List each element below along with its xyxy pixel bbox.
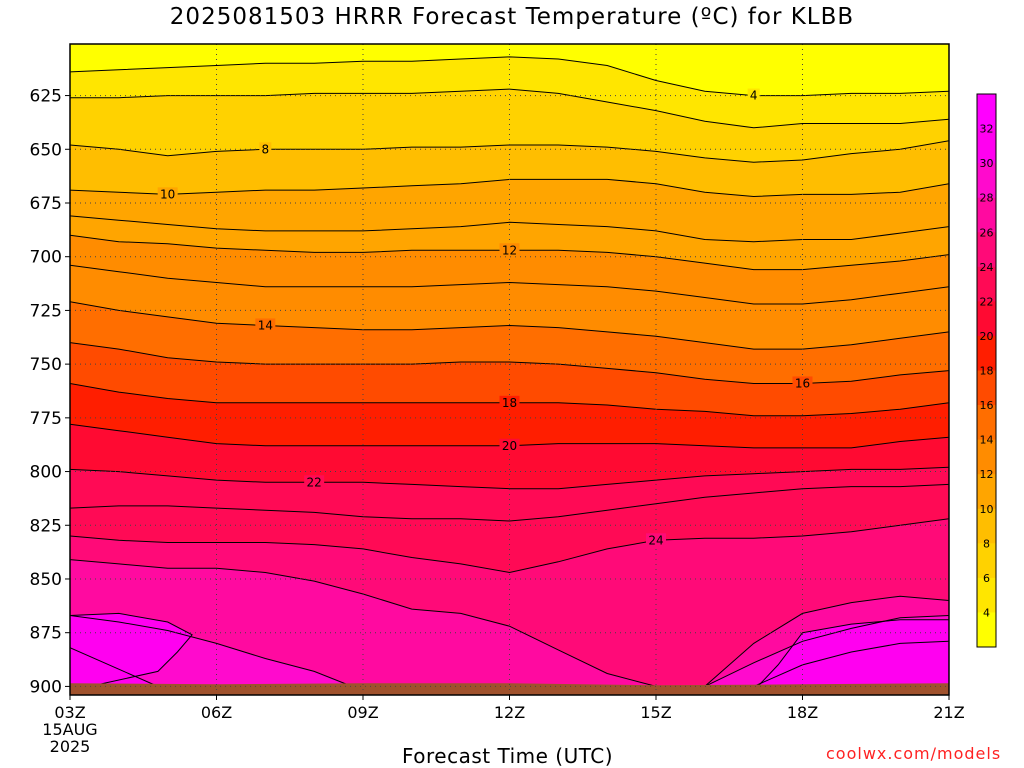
- xtick-label-21Z: 21Z: [933, 703, 964, 722]
- colorbar-swatch-8: [977, 508, 996, 544]
- xtick-label-18Z: 18Z: [787, 703, 818, 722]
- ytick-label-900: 900: [30, 677, 62, 697]
- colorbar-swatch-30: [977, 128, 996, 164]
- xtick-label-12Z: 12Z: [494, 703, 525, 722]
- ytick-label-750: 750: [30, 355, 62, 375]
- ytick-label-800: 800: [30, 463, 62, 483]
- ytick-label-725: 725: [30, 301, 62, 321]
- x-axis-label: Forecast Time (UTC): [402, 744, 614, 768]
- contour-label-22: 22: [307, 475, 322, 489]
- ytick-label-650: 650: [30, 140, 62, 160]
- contour-label-16: 16: [795, 376, 810, 390]
- ytick-label-850: 850: [30, 570, 62, 590]
- band-fill-26: [70, 559, 949, 695]
- colorbar-swatch-20: [977, 301, 996, 337]
- contour-label-14: 14: [258, 318, 273, 332]
- contour-label-4: 4: [750, 89, 758, 103]
- contour-label-8: 8: [262, 142, 270, 156]
- colorbar-swatch-4: [977, 577, 996, 613]
- contour-label-bg-18: [499, 395, 520, 409]
- contour-label-bg-10: [157, 187, 178, 201]
- colorbar-swatch-12: [977, 439, 996, 475]
- colorbar-swatch-18: [977, 335, 996, 371]
- contour-label-bg-8: [259, 142, 272, 156]
- contour-label-bg-16: [792, 376, 813, 390]
- axes: 625 650 675 700 725 750 775 800 825 850 875 900 03Z 0…: [30, 43, 965, 756]
- isotherm-24: [70, 518, 949, 574]
- contour-label-10: 10: [160, 187, 175, 201]
- colorbar-label-6: 6: [983, 572, 990, 585]
- contour-label-12: 12: [502, 243, 517, 257]
- colorbar-label-16: 16: [980, 399, 994, 412]
- colorbar-swatch-22: [977, 266, 996, 302]
- colorbar-swatch-10: [977, 474, 996, 510]
- contour-label-18: 18: [502, 396, 517, 410]
- colorbar-label-24: 24: [980, 261, 994, 274]
- colorbar-label-32: 32: [980, 123, 994, 136]
- colorbar-swatch-6: [977, 543, 996, 579]
- ytick-label-700: 700: [30, 248, 62, 268]
- xtick-label-15Z: 15Z: [640, 703, 671, 722]
- colorbar-label-14: 14: [980, 434, 994, 447]
- colorbar-label-10: 10: [980, 503, 994, 516]
- ytick-label-875: 875: [30, 624, 62, 644]
- colorbar-label-28: 28: [980, 192, 994, 205]
- colorbar-frame: [976, 93, 997, 648]
- colorbar-swatch-28: [977, 163, 996, 199]
- isotherm-26: [70, 559, 949, 687]
- chart-title: 2025081503 HRRR Forecast Temperature (ºC…: [169, 4, 855, 30]
- contour-label-bg-14: [255, 318, 276, 332]
- colorbar-label-26: 26: [980, 226, 994, 239]
- isotherm-23: [70, 483, 949, 522]
- contour-label-bg-12: [499, 243, 520, 257]
- isotherm-4: [70, 56, 949, 97]
- colorbar: 4 6 8 10 12 14 16 18 20 22 24 26 28 30 32: [976, 93, 997, 648]
- ytick-label-625: 625: [30, 87, 62, 107]
- ytick-label-825: 825: [30, 516, 62, 536]
- colorbar-label-8: 8: [983, 537, 990, 550]
- colorbar-swatch-2: [977, 612, 996, 648]
- colorbar-swatch-14: [977, 405, 996, 441]
- colorbar-swatch-24: [977, 232, 996, 268]
- xtick-date-1: 2025: [50, 737, 91, 756]
- colorbar-label-4: 4: [983, 606, 990, 619]
- contour-label-20: 20: [502, 439, 517, 453]
- contour-labels: 4 8 10 12 14 16 18 20 22 24: [157, 88, 813, 547]
- contour-label-bg-22: [304, 475, 325, 489]
- xtick-label-06Z: 06Z: [201, 703, 232, 722]
- credit-text: coolwx.com/models: [826, 744, 1002, 763]
- xtick-label-09Z: 09Z: [347, 703, 378, 722]
- ytick-label-775: 775: [30, 409, 62, 429]
- colorbar-swatch-32: [977, 94, 996, 130]
- warm-core-1: [752, 619, 949, 692]
- colorbar-label-20: 20: [980, 330, 994, 343]
- contour-label-bg-24: [646, 533, 666, 547]
- isotherm-22: [70, 466, 949, 490]
- xtick-label-03Z: 03Z: [54, 703, 85, 722]
- contour-label-bg-4: [747, 88, 760, 102]
- colorbar-swatch-16: [977, 370, 996, 406]
- colorbar-label-22: 22: [980, 295, 994, 308]
- colorbar-swatch-26: [977, 197, 996, 233]
- colorbar-label-30: 30: [980, 157, 994, 170]
- contour-label-24: 24: [648, 533, 663, 547]
- ytick-label-675: 675: [30, 194, 62, 214]
- xtick-date-0: 15AUG: [42, 720, 97, 739]
- contour-label-bg-20: [499, 438, 520, 452]
- colorbar-label-18: 18: [980, 365, 994, 378]
- colorbar-label-12: 12: [980, 468, 994, 481]
